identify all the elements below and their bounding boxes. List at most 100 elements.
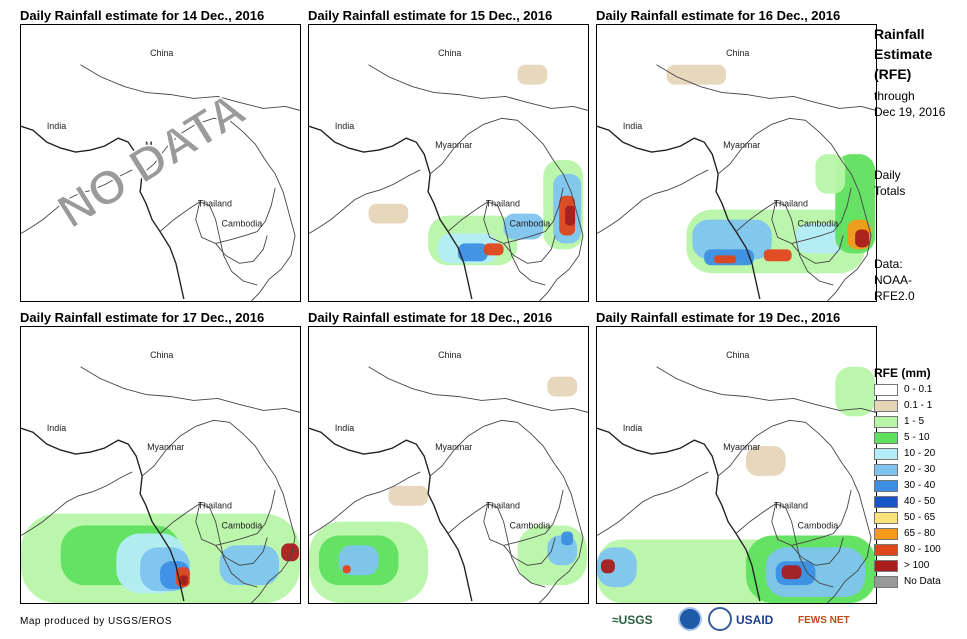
country-border [309,169,421,234]
legend-swatch [874,544,898,556]
legend-title: RFE (mm) [874,366,931,380]
country-border [503,537,556,566]
country-border [159,503,258,588]
rainfall-area [600,559,615,574]
rainfall-map-19-dec: China India Myanmar Thailand Cambodia [596,326,877,604]
country-border [251,493,296,603]
country-label: China [726,350,749,360]
rainfall-area [815,154,846,194]
country-label: India [335,423,354,433]
coastline [597,427,761,602]
rainfall-area [714,255,737,264]
country-label: China [726,48,749,58]
sidebar-title-line: Rainfall [874,26,925,42]
rainfall-area [179,575,188,586]
rainfall-area [219,545,280,586]
rainfall-area [483,243,504,256]
rainfall-area [855,229,870,248]
usgs-logo: ≈USGS [612,613,653,627]
country-border [141,117,284,192]
country-label: Thailand [774,501,808,511]
country-border [21,169,133,234]
country-border [791,235,844,264]
country-label: Cambodia [510,521,551,531]
country-label: Myanmar [723,140,760,150]
country-label: Cambodia [222,521,263,531]
country-border [483,489,564,546]
country-border [309,471,421,536]
legend-swatch [874,432,898,444]
country-border [539,191,584,301]
country-label: Thailand [198,501,232,511]
legend-label: 30 - 40 [904,480,936,491]
sidebar-through: through Dec 19, 2016 [874,88,945,120]
rainfall-area [565,205,576,226]
legend-label: 0 - 0.1 [904,384,933,395]
noaa-logo [678,607,702,631]
rainfall-area [503,213,544,240]
legend-swatch [874,400,898,412]
sidebar-title-line: (RFE) [874,66,912,82]
country-border [597,169,709,234]
legend-swatch [874,384,898,396]
rainfall-area [547,376,578,397]
legend-swatch [874,528,898,540]
panel-title-2: Daily Rainfall estimate for 15 Dec., 201… [308,8,553,23]
country-label: Myanmar [435,140,472,150]
country-label: Myanmar [435,442,472,452]
country-border [195,187,276,244]
country-label: Thailand [774,199,808,209]
country-border [141,419,284,494]
map-canvas: China India Myanmar Thailand Cambodia [597,48,876,301]
legend-swatch [874,560,898,572]
country-border [368,366,588,413]
country-border [80,366,300,413]
legend-label: 1 - 5 [904,416,925,427]
legend-label: > 100 [904,560,930,571]
country-border [251,191,296,301]
partner-logos: ≈USGS USAID FEWS NET [612,607,864,635]
legend-label: 80 - 100 [904,544,941,555]
country-border [539,493,584,603]
legend-label: 40 - 50 [904,496,936,507]
legend-label: 10 - 20 [904,448,936,459]
rainfall-area [597,547,637,588]
country-border [771,489,852,546]
legend-label: No Data [904,576,941,587]
country-border [447,201,546,286]
country-label: Cambodia [798,521,839,531]
country-label: China [150,350,173,360]
country-label: Cambodia [510,219,551,229]
rainfall-area [795,223,846,254]
panel-title-1: Daily Rainfall estimate for 14 Dec., 201… [20,8,265,23]
country-border [80,64,300,111]
country-border [159,201,258,286]
country-label: Thailand [198,199,232,209]
rainfall-area [745,446,786,476]
country-border [215,235,268,264]
map-credit: Map produced by USGS/EROS [20,616,173,627]
legend-swatch [874,512,898,524]
country-border [735,201,834,286]
sidebar-through-line: through [874,89,915,103]
country-border [483,187,564,244]
country-label: Cambodia [798,219,839,229]
country-border [429,419,572,494]
country-border [215,537,268,566]
sidebar-totals: Daily Totals [874,167,905,199]
country-label: India [47,423,66,433]
rainfall-map-15-dec: China India Myanmar Thailand Cambodia [308,24,589,302]
rainfall-area [342,565,351,574]
panel-title-4: Daily Rainfall estimate for 17 Dec., 201… [20,310,265,325]
country-label: India [47,121,66,131]
country-label: Cambodia [222,219,263,229]
country-label: Thailand [486,199,520,209]
country-border [195,489,276,546]
sidebar-data-source: Data: NOAA- RFE2.0 [874,256,915,304]
rainfall-map-18-dec: China India Myanmar Thailand Cambodia [308,326,589,604]
legend-swatch [874,464,898,476]
sidebar-title: Rainfall Estimate (RFE) [874,24,932,84]
coastline [597,125,761,300]
country-label: China [438,48,461,58]
